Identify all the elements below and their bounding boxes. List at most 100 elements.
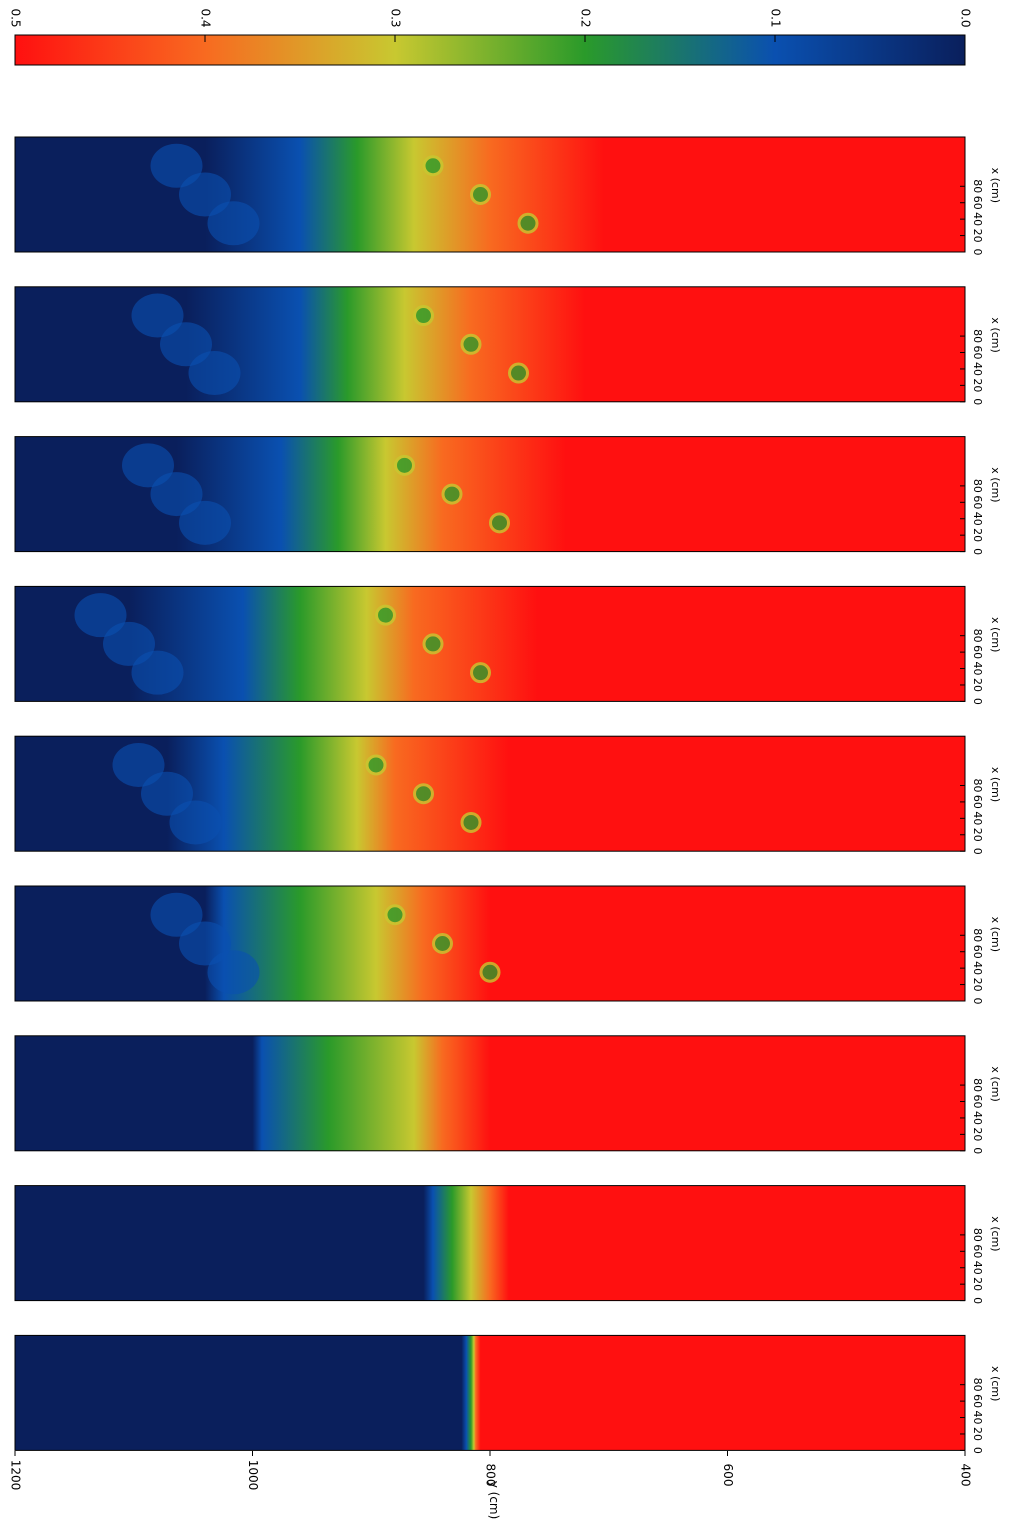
vortex	[422, 155, 444, 177]
vortex	[470, 184, 491, 205]
bubble	[207, 950, 260, 995]
x-tick-label: 40	[971, 1111, 984, 1125]
x-tick-label: 60	[971, 1394, 984, 1408]
x-tick-label: 0	[971, 548, 984, 555]
vortex	[441, 483, 463, 505]
vortex	[432, 933, 453, 954]
vortex	[394, 454, 415, 476]
x-tick-label: 60	[971, 945, 984, 959]
x-tick-label: 0	[971, 998, 984, 1005]
bubble	[179, 172, 231, 217]
x-tick-label: 20	[971, 378, 984, 392]
x-tick-label: 40	[971, 961, 984, 975]
x-tick-label: 20	[971, 678, 984, 692]
panels: 0 20 40 60 80 x (cm) 0 20 40 60 80 x (cm) 0 20 40 60 80 x…	[14, 136, 1002, 1454]
x-tick-label: 40	[971, 1261, 984, 1275]
x-tick-label: 20	[971, 978, 984, 992]
x-axis-label: x (cm)	[989, 767, 1002, 802]
x-tick-label: 80	[971, 329, 984, 343]
vortex	[413, 783, 434, 805]
colorbar-tick-label: 0.1	[769, 8, 783, 27]
bubble	[207, 201, 260, 246]
bubble	[150, 472, 203, 517]
vortex	[460, 333, 482, 355]
bubble	[122, 443, 174, 488]
bubble	[179, 500, 231, 545]
x-tick-label: 80	[971, 1078, 984, 1092]
bubble	[188, 351, 241, 396]
vortex	[384, 904, 406, 926]
y-tick-label: 400	[959, 1464, 973, 1487]
x-axis-label: x (cm)	[989, 317, 1002, 352]
bubble	[179, 921, 231, 966]
x-tick-label: 0	[971, 249, 984, 256]
x-tick-label: 60	[971, 196, 984, 210]
vortex	[460, 811, 482, 833]
vortex	[413, 305, 434, 327]
x-tick-label: 20	[971, 1277, 984, 1291]
colorbar-tick-label: 0.4	[199, 8, 213, 27]
x-axis-label: x (cm)	[989, 168, 1002, 203]
vortex	[489, 512, 510, 534]
x-tick-label: 80	[971, 778, 984, 792]
x-tick-label: 40	[971, 512, 984, 526]
x-tick-label: 60	[971, 645, 984, 659]
bubble	[150, 892, 203, 937]
vortex	[470, 662, 491, 684]
y-axis-label: y (cm)	[487, 1481, 501, 1520]
bubble	[131, 293, 184, 338]
x-tick-label: 80	[971, 928, 984, 942]
vortex	[508, 362, 529, 384]
x-tick-label: 0	[971, 1297, 984, 1304]
x-tick-label: 80	[971, 479, 984, 493]
vortex	[517, 212, 539, 234]
bubble	[141, 771, 193, 816]
field-panel	[14, 1185, 966, 1302]
x-tick-label: 0	[971, 398, 984, 405]
x-tick-label: 60	[971, 1095, 984, 1109]
y-tick-label: 800	[484, 1464, 498, 1487]
x-axis-label: x (cm)	[989, 1216, 1002, 1251]
x-tick-label: 0	[971, 1447, 984, 1454]
x-tick-label: 40	[971, 212, 984, 226]
x-tick-label: 60	[971, 1244, 984, 1258]
bubble	[112, 742, 165, 787]
x-tick-label: 20	[971, 1127, 984, 1141]
vortex	[375, 604, 396, 626]
bubble	[74, 593, 127, 638]
y-tick-label: 600	[721, 1464, 735, 1487]
x-tick-label: 40	[971, 811, 984, 825]
x-tick-label: 0	[971, 848, 984, 855]
vortex	[479, 961, 501, 983]
x-tick-label: 40	[971, 662, 984, 676]
x-tick-label: 80	[971, 179, 984, 193]
x-tick-label: 40	[971, 362, 984, 376]
x-axis-label: x (cm)	[989, 617, 1002, 652]
x-axis-label: x (cm)	[989, 1066, 1002, 1101]
x-tick-label: 60	[971, 795, 984, 809]
x-axis-label: x (cm)	[989, 467, 1002, 502]
x-tick-label: 60	[971, 346, 984, 360]
x-tick-label: 20	[971, 828, 984, 842]
bubble	[160, 322, 212, 367]
bubble	[150, 143, 203, 188]
field-panel	[14, 1035, 966, 1152]
colorbar-tick-label: 0.2	[579, 8, 593, 27]
y-tick-label: 1000	[246, 1460, 260, 1491]
x-tick-label: 0	[971, 698, 984, 705]
bubble	[103, 621, 155, 666]
colorbar-tick-label: 0.5	[9, 8, 23, 27]
x-tick-label: 0	[971, 1147, 984, 1154]
x-axis-label: x (cm)	[989, 1366, 1002, 1401]
colorbar-tick-label: 0.0	[959, 8, 973, 27]
bubble	[131, 650, 184, 695]
x-tick-label: 20	[971, 1427, 984, 1441]
x-tick-label: 20	[971, 229, 984, 243]
x-tick-label: 80	[971, 1378, 984, 1392]
x-tick-label: 20	[971, 528, 984, 542]
colorbar-tick-label: 0.3	[389, 8, 403, 27]
x-tick-label: 60	[971, 495, 984, 509]
field-panel	[14, 1334, 966, 1451]
x-axis-label: x (cm)	[989, 917, 1002, 952]
